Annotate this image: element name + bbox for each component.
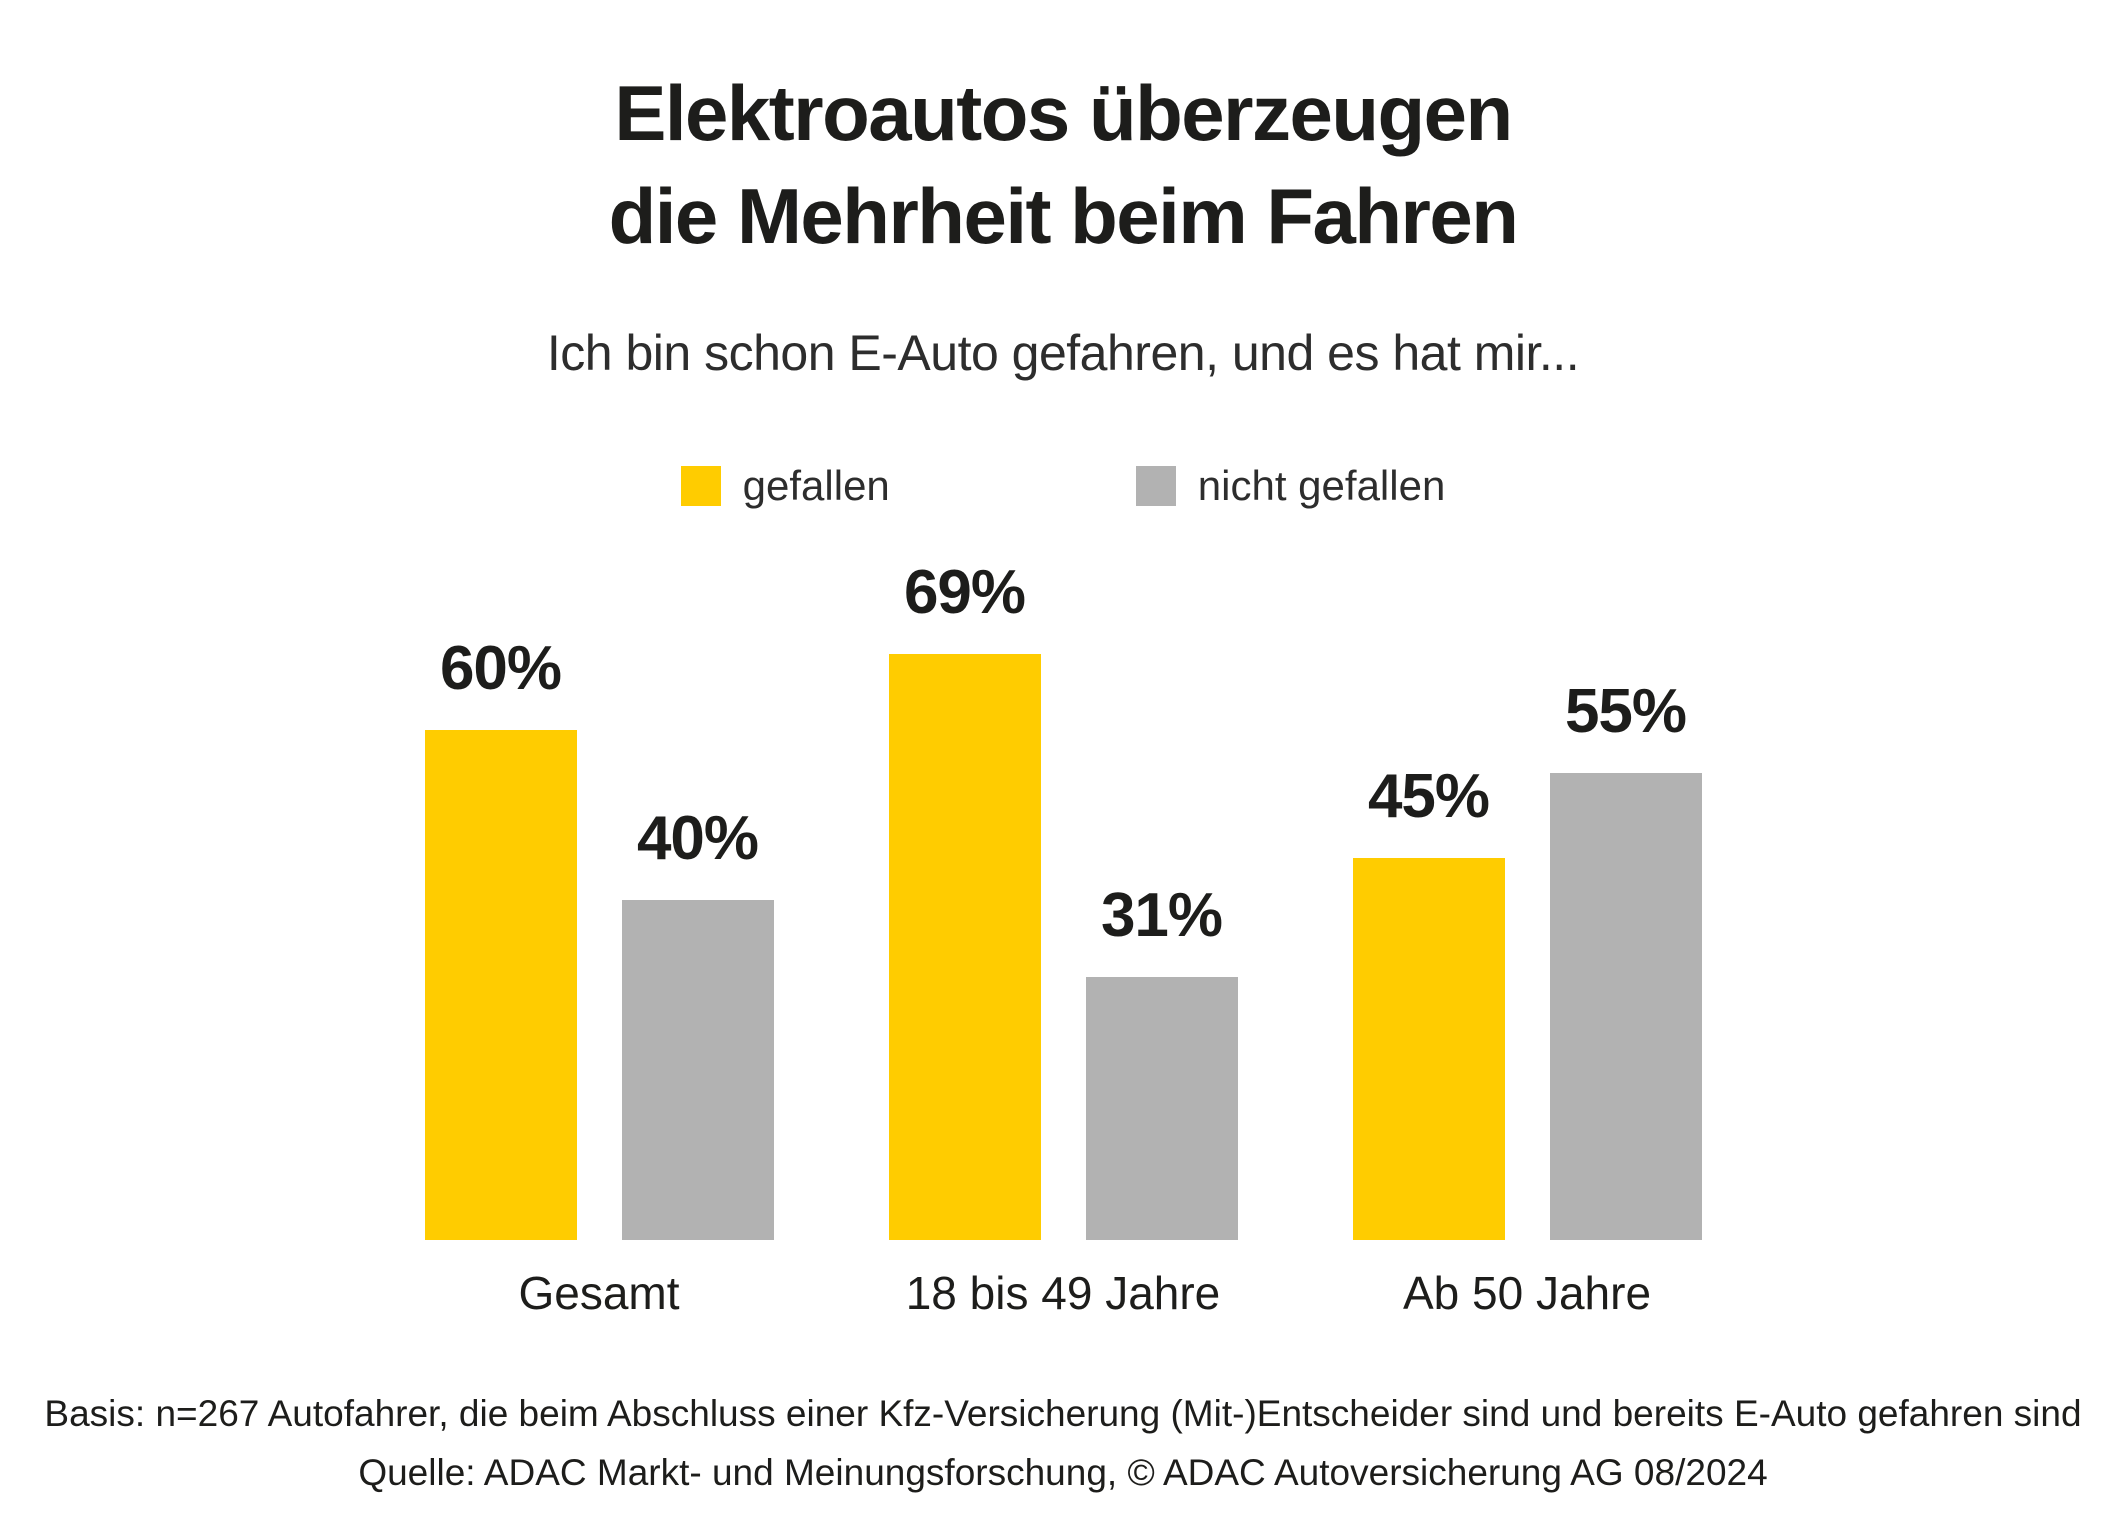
- chart-title: Elektroautos überzeugen die Mehrheit bei…: [0, 62, 2126, 268]
- bars-row: 45% 55%: [1352, 540, 1702, 1240]
- bars-row: 60% 40%: [424, 540, 774, 1240]
- bar-column: 69%: [888, 557, 1041, 1240]
- bar-column: 40%: [621, 803, 774, 1240]
- bar-column: 55%: [1549, 676, 1702, 1240]
- chart-subtitle: Ich bin schon E-Auto gefahren, und es ha…: [546, 325, 1580, 381]
- bar-group-18-bis-49-jahre: 69% 31% 18 bis 49 Jahre: [888, 540, 1238, 1320]
- category-label: Gesamt: [518, 1267, 680, 1319]
- category-label: 18 bis 49 Jahre: [905, 1267, 1221, 1319]
- bar-column: 45%: [1352, 761, 1505, 1240]
- footer: Basis: n=267 Autofahrer, die beim Abschl…: [0, 1384, 2126, 1502]
- bar-nicht-gefallen: [621, 900, 774, 1240]
- legend-swatch-icon: [1135, 466, 1176, 506]
- legend-item-nicht-gefallen: nicht gefallen: [1135, 462, 1446, 510]
- bar-group-gesamt: 60% 40% Gesamt: [424, 540, 774, 1320]
- bar-gefallen: [424, 730, 577, 1240]
- value-label: 45%: [1367, 761, 1490, 831]
- chart-title-line2: die Mehrheit beim Fahren: [608, 171, 1519, 260]
- bar-nicht-gefallen: [1549, 772, 1702, 1240]
- value-label: 60%: [439, 634, 562, 703]
- bar-column: 31%: [1085, 880, 1238, 1240]
- legend: gefallen nicht gefallen: [0, 462, 2126, 510]
- legend-label: nicht gefallen: [1197, 462, 1446, 509]
- footer-basis: Basis: n=267 Autofahrer, die beim Abschl…: [44, 1393, 2082, 1434]
- legend-swatch-icon: [680, 466, 721, 506]
- legend-label: gefallen: [742, 462, 890, 509]
- bar-gefallen: [1352, 857, 1505, 1240]
- value-label: 40%: [636, 804, 759, 873]
- value-label: 55%: [1564, 676, 1687, 746]
- value-label: 31%: [1100, 880, 1223, 950]
- category-label: Ab 50 Jahre: [1402, 1267, 1652, 1319]
- footer-quelle: Quelle: ADAC Markt- und Meinungsforschun…: [358, 1452, 1768, 1493]
- bar-group-ab-50-jahre: 45% 55% Ab 50 Jahre: [1352, 540, 1702, 1320]
- value-label: 69%: [903, 557, 1026, 627]
- bars-row: 69% 31%: [888, 540, 1238, 1240]
- bar-gefallen: [888, 653, 1041, 1240]
- chart-title-line1: Elektroautos überzeugen: [614, 69, 1513, 157]
- bar-nicht-gefallen: [1085, 976, 1238, 1240]
- bar-column: 60%: [424, 633, 577, 1240]
- bar-chart: 60% 40% Gesamt 69% 31% 18 bis 49 Jahre 45% 55% A…: [0, 540, 2126, 1320]
- legend-item-gefallen: gefallen: [680, 462, 890, 510]
